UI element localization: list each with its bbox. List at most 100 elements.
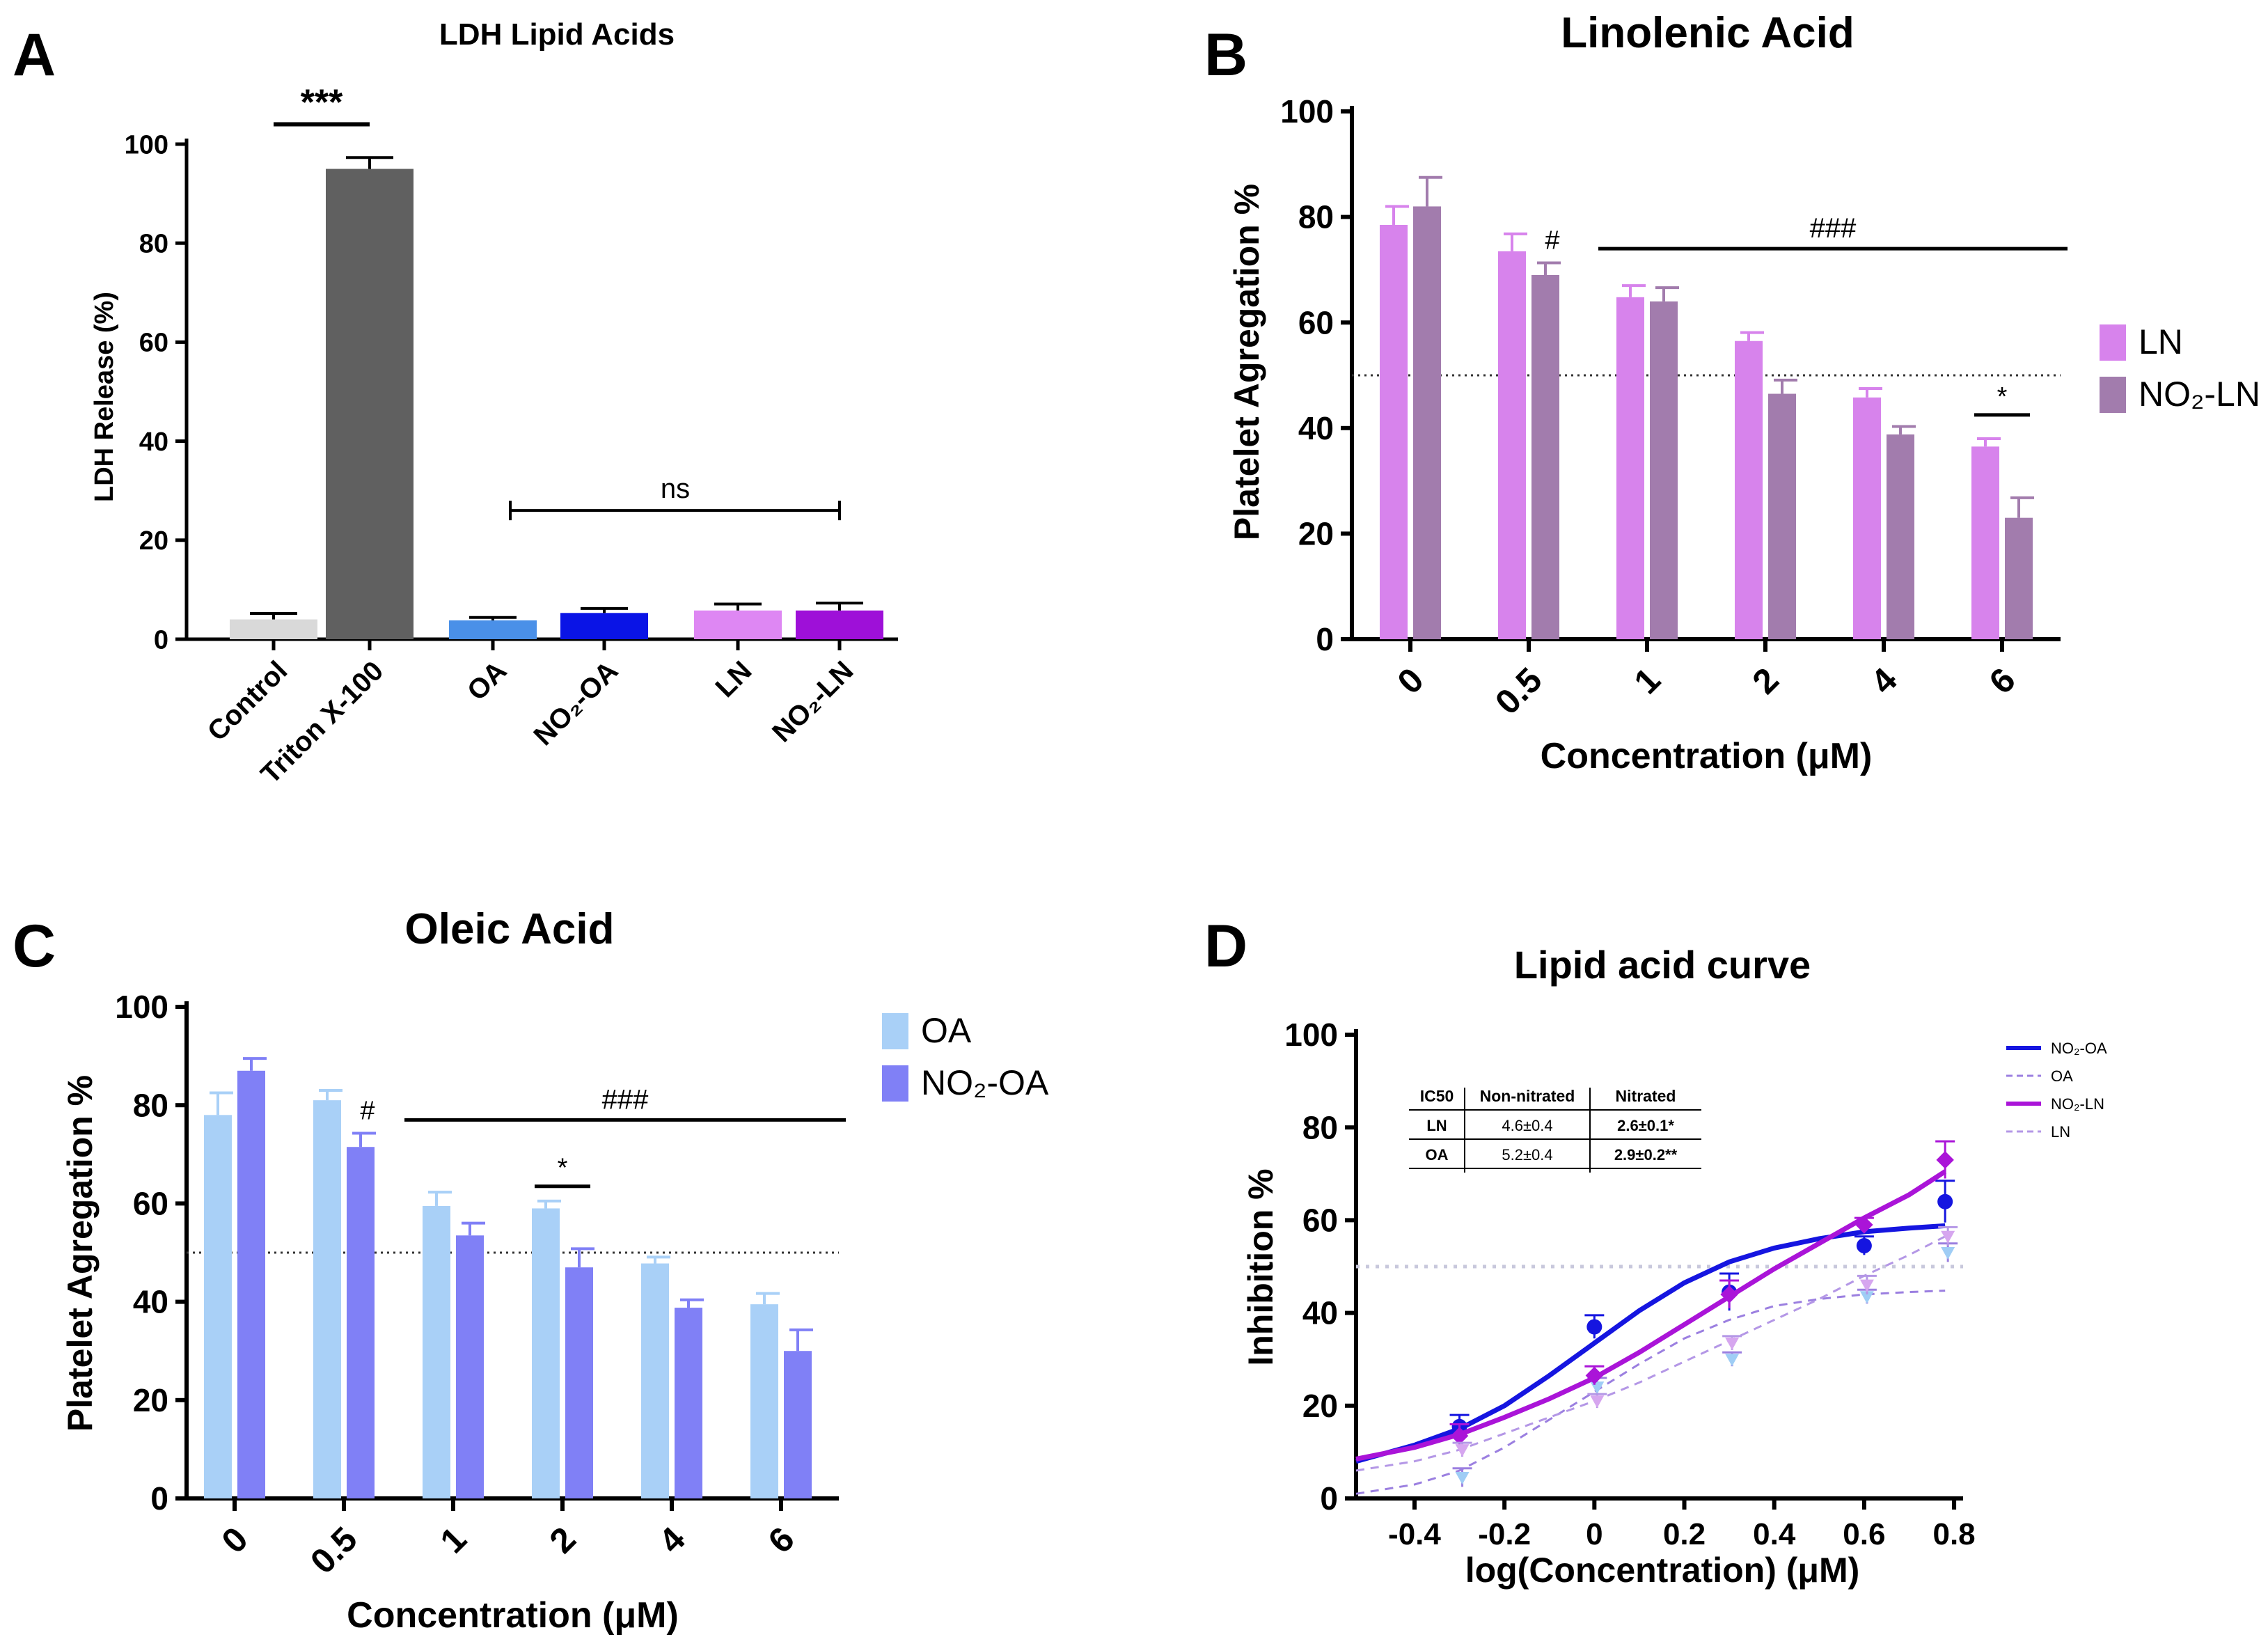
bar-oa-0-5 xyxy=(313,1100,341,1498)
fit-curve-no2-ln xyxy=(1355,1169,1947,1462)
bar-ln xyxy=(694,610,782,639)
x-tick-label: 0.6 xyxy=(1843,1517,1885,1551)
bar-ln-6 xyxy=(1971,446,1999,639)
fit-curve-ln xyxy=(1355,1235,1946,1472)
x-axis-label: Concentration (μM) xyxy=(1541,736,1873,776)
table-cell: LN xyxy=(1426,1117,1447,1134)
point-no2-oa xyxy=(1586,1319,1602,1335)
x-tick-label: 2 xyxy=(1745,660,1786,701)
x-axis-label: log(Concentration) (μM) xyxy=(1465,1551,1860,1590)
table-cell: 2.9±0.2** xyxy=(1614,1146,1678,1164)
panel-b-linolenic-chart: Linolenic Acid Platelet Agregation % Conce… xyxy=(1227,9,2260,776)
table-cell: 2.6±0.1* xyxy=(1617,1117,1674,1134)
y-tick-label: 80 xyxy=(1302,1109,1338,1145)
y-tick-label: 100 xyxy=(115,989,168,1025)
bar-ln-2 xyxy=(1735,340,1763,639)
bar-ln-1 xyxy=(1616,297,1644,639)
x-tick-label: 0.4 xyxy=(1753,1517,1796,1551)
bar-oa-4 xyxy=(641,1263,669,1498)
x-tick-label: 0 xyxy=(214,1519,255,1560)
x-tick-label-no2-ln: NO₂-LN xyxy=(766,655,859,748)
panel-letter-b: B xyxy=(1204,22,1247,88)
legend-swatch-no2-ln xyxy=(2100,377,2126,413)
bar-no2-ln xyxy=(796,610,883,639)
x-tick-label: 6 xyxy=(1982,660,2023,701)
x-tick-label: 0 xyxy=(1586,1517,1602,1551)
legend-label-no2-oa: NO₂-OA xyxy=(2051,1040,2107,1057)
x-tick-label: 2 xyxy=(542,1519,583,1560)
y-tick-label: 0 xyxy=(154,625,168,655)
y-axis-label: Platelet Agregation % xyxy=(1227,184,1266,540)
x-tick-label: 0.2 xyxy=(1663,1517,1706,1551)
x-tick-label: 4 xyxy=(1864,660,1905,701)
y-tick-label: 0 xyxy=(150,1480,168,1517)
significance-label: *** xyxy=(301,83,343,123)
bar-oa xyxy=(449,620,537,639)
point-no2-oa xyxy=(1937,1193,1953,1209)
x-tick-label-oa: OA xyxy=(462,655,513,707)
y-axis-label: LDH Release (%) xyxy=(90,292,119,502)
y-axis-label: Inhibition % xyxy=(1241,1168,1280,1365)
significance-label: ### xyxy=(1810,213,1857,244)
legend-swatch-ln xyxy=(2100,324,2126,361)
legend-label-ln: LN xyxy=(2051,1123,2070,1141)
bar-no2-ln-2 xyxy=(1768,393,1796,639)
bar-no2-ln-4 xyxy=(1887,434,1914,639)
point-no2-ln xyxy=(1450,1427,1469,1445)
point-ln xyxy=(1941,1230,1955,1244)
bar-no2-ln-0 xyxy=(1413,206,1441,639)
bar-no2-ln-0-5 xyxy=(1531,274,1559,640)
x-tick-label: 1 xyxy=(433,1519,474,1560)
bar-ln-4 xyxy=(1853,397,1881,639)
significance-label: ### xyxy=(602,1084,649,1115)
panel-letter-c: C xyxy=(13,913,56,980)
legend-label-no2-ln: NO₂-LN xyxy=(2139,375,2260,414)
bar-oa-0 xyxy=(204,1115,232,1498)
legend-label-oa: OA xyxy=(2051,1067,2073,1085)
x-tick-label: 0.8 xyxy=(1932,1517,1975,1551)
y-tick-label: 100 xyxy=(125,130,168,159)
y-tick-label: 20 xyxy=(1302,1388,1338,1424)
x-tick-label: 0 xyxy=(1390,660,1431,701)
point-no2-ln xyxy=(1936,1151,1954,1169)
point-ln xyxy=(1590,1395,1605,1409)
y-tick-label: 80 xyxy=(1298,199,1334,235)
y-tick-label: 20 xyxy=(139,526,168,556)
panel-letter-d: D xyxy=(1204,913,1247,980)
y-tick-label: 60 xyxy=(133,1186,168,1222)
y-tick-label: 60 xyxy=(1298,304,1334,340)
ns-label: ns xyxy=(661,473,690,504)
point-oa xyxy=(1455,1472,1470,1485)
y-tick-label: 100 xyxy=(1280,93,1334,130)
chart-title: Lipid acid curve xyxy=(1514,943,1811,987)
panel-letter-a: A xyxy=(13,22,56,88)
x-tick-label: 0.5 xyxy=(303,1519,365,1581)
y-tick-label: 0 xyxy=(1320,1480,1338,1517)
point-no2-oa xyxy=(1856,1238,1872,1254)
bar-ln-0 xyxy=(1380,224,1408,640)
point-ln xyxy=(1725,1337,1740,1350)
bar-no2-oa-0 xyxy=(237,1070,265,1498)
chart-title: LDH Lipid Acids xyxy=(439,17,675,52)
bar-oa-6 xyxy=(750,1304,778,1498)
bar-no2-oa xyxy=(560,613,648,639)
point-oa xyxy=(1725,1354,1740,1367)
significance-label: * xyxy=(558,1154,568,1183)
legend-label-ln: LN xyxy=(2139,322,2183,361)
table-cell: 5.2±0.4 xyxy=(1502,1146,1552,1164)
y-tick-label: 40 xyxy=(139,428,168,457)
point-oa xyxy=(1859,1291,1874,1304)
significance-label: # xyxy=(360,1096,375,1125)
point-ln xyxy=(1859,1279,1874,1292)
point-oa xyxy=(1941,1247,1955,1260)
panel-d-lipid-curve-chart: Lipid acid curve Inhibition % log(Concentr… xyxy=(1241,943,2107,1590)
y-tick-label: 40 xyxy=(133,1284,168,1320)
bar-no2-oa-4 xyxy=(675,1308,702,1498)
x-tick-label-no2-oa: NO₂-OA xyxy=(528,655,624,751)
bar-no2-oa-1 xyxy=(456,1235,484,1498)
x-tick-label: 0.5 xyxy=(1488,660,1550,722)
bar-no2-ln-6 xyxy=(2005,517,2033,639)
panel-c-oleic-chart: Oleic Acid Platelet Agregation % Concentra… xyxy=(61,905,1049,1636)
x-tick-label-ln: LN xyxy=(710,655,758,703)
